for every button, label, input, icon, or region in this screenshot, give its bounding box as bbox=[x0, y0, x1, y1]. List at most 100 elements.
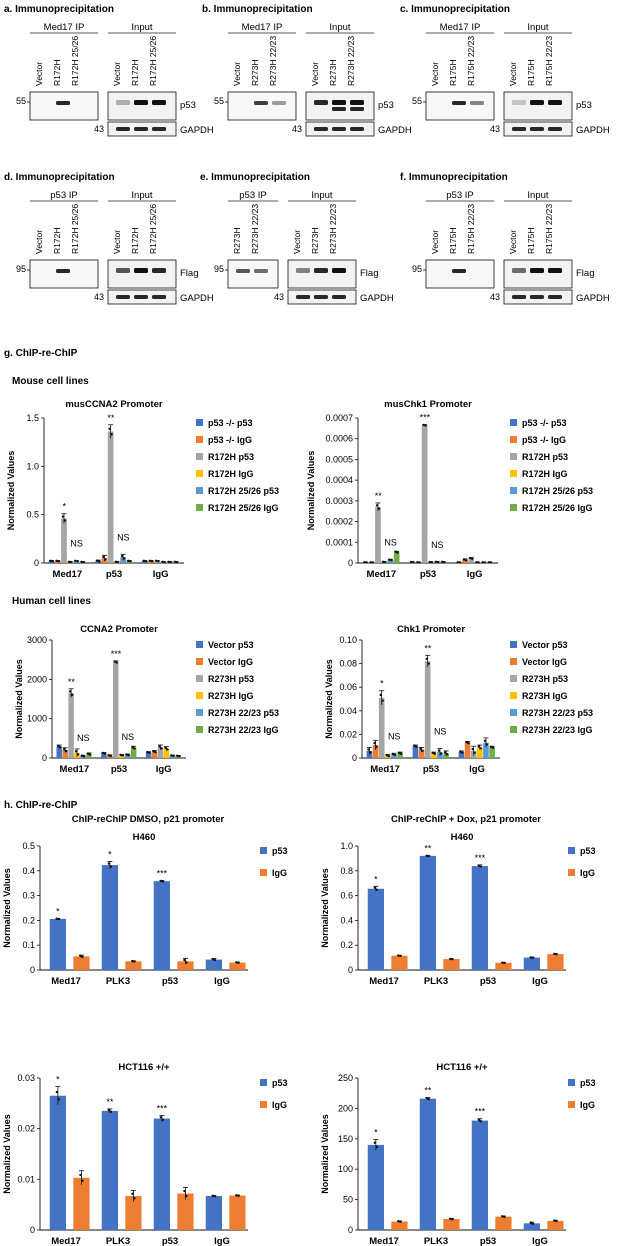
blot-band bbox=[314, 268, 328, 273]
data-point bbox=[67, 560, 71, 564]
blot-lane-label: R273H 22/23 bbox=[328, 204, 338, 254]
chart-title: H460 bbox=[451, 832, 474, 843]
data-point bbox=[553, 1219, 556, 1222]
data-point bbox=[133, 960, 136, 963]
data-point bbox=[82, 755, 86, 758]
x-category-label: p53 bbox=[480, 976, 496, 987]
y-tick-label: 0 bbox=[348, 558, 353, 568]
significance-annotation: * bbox=[62, 502, 66, 512]
data-point bbox=[69, 561, 73, 564]
legend-label: R172H 25/26 IgG bbox=[522, 503, 593, 513]
significance-annotation: ** bbox=[107, 413, 115, 423]
bar bbox=[142, 561, 148, 563]
data-point bbox=[57, 917, 61, 921]
data-point bbox=[451, 957, 454, 961]
subsection-mouse: Mouse cell lines bbox=[12, 376, 89, 387]
data-point bbox=[371, 561, 374, 564]
blot-marker-bottom: 43 bbox=[490, 124, 500, 134]
blot-marker-bottom: 43 bbox=[94, 292, 104, 302]
data-point bbox=[365, 561, 368, 564]
data-point bbox=[170, 754, 173, 757]
data-point bbox=[185, 961, 188, 964]
data-point bbox=[235, 961, 238, 964]
y-tick-label: 0.0006 bbox=[325, 434, 353, 444]
blot-lane-label: R273H 22/23 bbox=[346, 36, 356, 86]
y-tick-label: 0.2 bbox=[22, 915, 35, 925]
blot-membrane-right bbox=[305, 91, 375, 121]
legend-label: R273H 22/23 IgG bbox=[208, 725, 279, 735]
bar bbox=[391, 754, 397, 758]
data-point bbox=[122, 557, 126, 560]
x-category-label: p53 bbox=[480, 1236, 496, 1246]
data-point bbox=[381, 560, 385, 564]
data-point bbox=[436, 560, 440, 564]
data-point bbox=[57, 744, 60, 748]
data-point bbox=[164, 746, 167, 749]
data-point bbox=[86, 752, 90, 755]
data-point bbox=[113, 660, 116, 663]
blot-membrane-right bbox=[107, 259, 177, 289]
blot-lane-label: R175H bbox=[526, 228, 536, 254]
data-point bbox=[479, 747, 483, 750]
data-point bbox=[144, 560, 148, 563]
data-point bbox=[433, 752, 437, 755]
data-point bbox=[129, 560, 132, 563]
data-point bbox=[235, 1194, 238, 1197]
bar bbox=[471, 1120, 488, 1230]
significance-annotation: *** bbox=[475, 1107, 486, 1117]
data-point bbox=[131, 959, 134, 963]
data-point bbox=[390, 558, 393, 562]
data-point bbox=[79, 954, 82, 958]
bar bbox=[126, 561, 133, 563]
y-tick-label: 0.04 bbox=[339, 706, 357, 716]
blot-band bbox=[272, 101, 286, 105]
significance-annotation: ** bbox=[375, 491, 383, 501]
data-point bbox=[62, 747, 66, 751]
blot-panel-f: p53 IP Input Vector R175H R175H 22/23 Vector R… bbox=[412, 190, 610, 305]
data-point bbox=[437, 749, 441, 752]
y-tick-label: 0.1 bbox=[22, 940, 35, 950]
blot-membrane-left bbox=[227, 91, 297, 121]
blot-membrane-right bbox=[503, 91, 573, 121]
data-point bbox=[503, 1215, 506, 1219]
y-tick-label: 1.0 bbox=[26, 461, 39, 471]
blot-gapdh-band bbox=[314, 295, 328, 299]
legend-label: p53 -/- p53 bbox=[208, 418, 253, 428]
data-point bbox=[445, 753, 449, 756]
legend-label: R172H 25/26 IgG bbox=[208, 503, 279, 513]
data-point bbox=[471, 557, 474, 560]
data-point bbox=[393, 753, 397, 757]
x-category-label: IgG bbox=[469, 764, 485, 775]
blot-panel-e: p53 IP Input R273H R273H 22/23 Vector R273H R2… bbox=[214, 190, 394, 305]
bar bbox=[125, 1196, 142, 1230]
data-point bbox=[388, 558, 391, 561]
legend-label: R172H 25/26 p53 bbox=[522, 486, 593, 496]
y-tick-label: 0.2 bbox=[340, 940, 353, 950]
bar bbox=[148, 561, 154, 563]
blot-band bbox=[152, 268, 166, 273]
y-axis-label: Normalized Values bbox=[6, 451, 16, 531]
data-point bbox=[104, 558, 107, 561]
bar bbox=[175, 756, 182, 758]
bar bbox=[145, 752, 152, 758]
data-point bbox=[477, 1118, 481, 1122]
data-point bbox=[461, 751, 464, 754]
legend-swatch bbox=[510, 675, 517, 682]
legend-swatch bbox=[568, 1101, 575, 1108]
legend-label: R273H p53 bbox=[522, 674, 568, 684]
data-point bbox=[237, 961, 240, 964]
data-point bbox=[74, 559, 77, 563]
bar bbox=[421, 425, 428, 563]
data-point bbox=[55, 1090, 59, 1094]
y-tick-label: 0 bbox=[348, 965, 353, 975]
chart-title: HCT116 +/+ bbox=[118, 1062, 170, 1073]
bar bbox=[462, 559, 468, 563]
blot-group-left: Med17 IP bbox=[440, 22, 481, 33]
x-category-label: Med17 bbox=[51, 1236, 81, 1246]
data-point bbox=[107, 754, 111, 757]
legend-swatch bbox=[568, 869, 575, 876]
blot-gapdh-band bbox=[134, 127, 148, 131]
bar bbox=[177, 1193, 194, 1230]
bar bbox=[229, 1195, 246, 1230]
bar bbox=[391, 955, 408, 970]
